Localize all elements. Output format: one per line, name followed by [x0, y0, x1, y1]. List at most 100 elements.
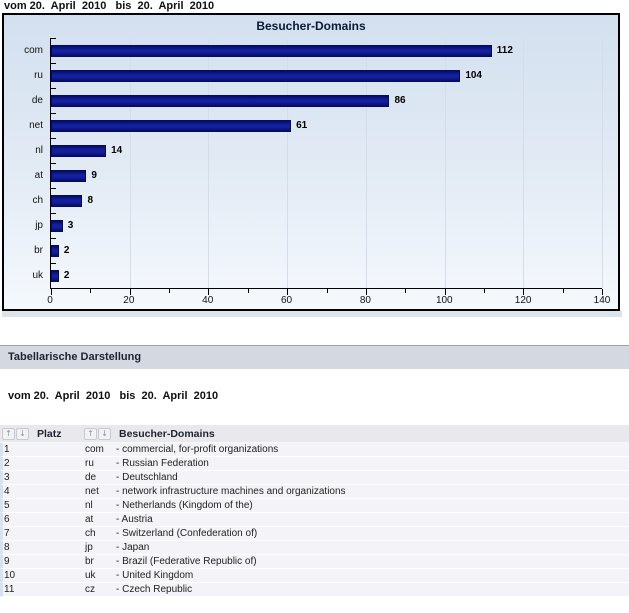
chart-gridline	[208, 38, 210, 288]
chart-x-axis-tick	[523, 289, 525, 295]
chart-x-tick-label: 140	[593, 295, 611, 306]
chart-x-axis-tick	[602, 289, 603, 295]
chart-y-axis-tick	[51, 188, 56, 189]
sort-up-icon: ↑	[5, 428, 12, 438]
chart-x-axis-tick	[169, 289, 171, 293]
chart-title: Besucher-Domains	[256, 19, 366, 33]
column-header-platz: Platz	[37, 427, 62, 440]
chart-bar-row: at 9	[35, 163, 602, 188]
sort-ascending-button-domains[interactable]: ↑	[84, 427, 97, 440]
table-cell-domain-code: ch	[85, 528, 96, 539]
chart-value-label: 2	[63, 270, 70, 281]
table-cell-description: - Brazil (Federative Republic of)	[116, 556, 257, 567]
table-cell-description: - United Kingdom	[116, 570, 194, 581]
chart-x-axis-tick	[405, 289, 407, 293]
chart-x-axis-tick	[51, 289, 52, 295]
sort-down-icon: ↓	[19, 428, 26, 438]
chart-category-label: at	[34, 170, 43, 181]
sort-down-icon: ↓	[101, 428, 108, 438]
table-row: 9 br - Brazil (Federative Republic of)	[0, 555, 629, 569]
chart-value-label: 61	[296, 120, 308, 131]
domain-table-body: 1 com - commercial, for-profit organizatio…	[0, 443, 629, 597]
chart-gridline	[444, 38, 446, 288]
table-header-row: ↑ ↓ Platz ↑ ↓ Besucher-Domains	[0, 425, 629, 443]
table-cell-description: - network infrastructure machines and or…	[116, 486, 346, 497]
chart-x-axis-tick	[483, 289, 485, 293]
table-cell-description: - commercial, for-profit organizations	[116, 444, 279, 455]
section-header-bar: Tabellarische Darstellung	[0, 345, 629, 369]
chart-x-axis-tick	[365, 289, 367, 295]
table-cell-rank: 6	[4, 514, 10, 525]
table-row: 1 com - commercial, for-profit organizatio…	[0, 443, 629, 457]
table-cell-description: - Switzerland (Confederation of)	[116, 528, 258, 539]
chart-y-axis-tick	[51, 38, 56, 39]
chart-category-label: ru	[34, 70, 43, 81]
table-cell-domain-code: de	[85, 472, 97, 483]
chart-bar-row: de 86	[32, 88, 602, 113]
chart-x-tick-label: 80	[359, 295, 371, 306]
chart-bar-row: jp 3	[35, 213, 602, 238]
table-cell-description: - Netherlands (Kingdom of the)	[116, 500, 253, 511]
chart-category-label: jp	[35, 220, 43, 231]
table-cell-rank: 4	[4, 486, 10, 497]
chart-value-label: 9	[91, 170, 97, 181]
table-cell-description: - Deutschland	[116, 472, 178, 483]
table-row: 11 cz - Czech Republic	[0, 583, 629, 597]
table-cell-description: - Russian Federation	[116, 458, 209, 469]
chart-panel-shadow	[2, 311, 622, 317]
table-row: 4 net - network infrastructure machines an…	[0, 485, 629, 499]
chart-bar-row: ru 104	[34, 63, 602, 88]
table-cell-rank: 10	[4, 570, 16, 581]
chart-y-axis-tick	[51, 238, 56, 239]
chart-gridline	[602, 38, 603, 288]
chart-x-tick-label: 40	[202, 295, 214, 306]
table-cell-description: - Austria	[116, 514, 153, 525]
chart-y-axis-tick	[51, 288, 56, 289]
chart-bar	[51, 244, 59, 257]
sort-descending-button-domains[interactable]: ↓	[98, 427, 111, 440]
table-cell-rank: 5	[4, 500, 10, 511]
sort-ascending-button-platz[interactable]: ↑	[2, 427, 15, 440]
chart-y-axis-tick	[51, 63, 56, 64]
chart-y-axis-tick	[51, 113, 56, 114]
sort-descending-button-platz[interactable]: ↓	[16, 427, 29, 440]
chart-bar	[51, 144, 107, 157]
table-cell-rank: 9	[4, 556, 10, 567]
table-cell-domain-code: nl	[85, 500, 93, 511]
chart-value-label: 112	[496, 45, 513, 56]
column-group-platz: ↑ ↓ Platz	[0, 427, 84, 440]
chart-gridline	[129, 38, 131, 288]
chart-value-label: 86	[394, 95, 406, 106]
table-row: 10 uk - United Kingdom	[0, 569, 629, 583]
table-cell-domain-code: uk	[85, 570, 96, 581]
chart-y-axis-tick	[51, 263, 56, 264]
page: vom 20. April 2010 bis 20. April 2010 Be…	[0, 0, 629, 597]
table-date-range: vom 20. April 2010 bis 20. April 2010	[8, 390, 219, 402]
table-row: 2 ru - Russian Federation	[0, 457, 629, 471]
table-cell-rank: 2	[4, 458, 10, 469]
chart-x-axis-tick	[287, 289, 289, 295]
table-cell-description: - Czech Republic	[116, 584, 193, 595]
table-row: 5 nl - Netherlands (Kingdom of the)	[0, 499, 629, 513]
table-cell-rank: 11	[4, 584, 15, 595]
chart-value-label: 2	[63, 245, 70, 256]
chart-category-label: br	[34, 245, 43, 256]
chart-value-label: 14	[111, 145, 123, 156]
chart-category-label: de	[31, 95, 43, 106]
chart-bar	[51, 219, 63, 232]
chart-x-axis-tick	[129, 289, 131, 295]
table-cell-domain-code: at	[85, 514, 94, 525]
chart-bar-row: ch 8	[32, 188, 602, 213]
table-row: 8 jp - Japan	[0, 541, 629, 555]
chart-y-axis-tick	[51, 138, 56, 139]
table-cell-domain-code: br	[85, 556, 94, 567]
chart-gridline	[287, 38, 289, 288]
chart-category-label: ch	[32, 195, 43, 206]
column-group-domains: ↑ ↓ Besucher-Domains	[84, 427, 215, 440]
chart-date-range: vom 20. April 2010 bis 20. April 2010	[4, 0, 215, 12]
chart-value-label: 3	[67, 220, 74, 231]
table-cell-domain-code: net	[85, 486, 99, 497]
chart-bar-row: net 61	[29, 113, 602, 138]
chart-bar	[51, 44, 492, 57]
table-cell-domain-code: ru	[85, 458, 94, 469]
